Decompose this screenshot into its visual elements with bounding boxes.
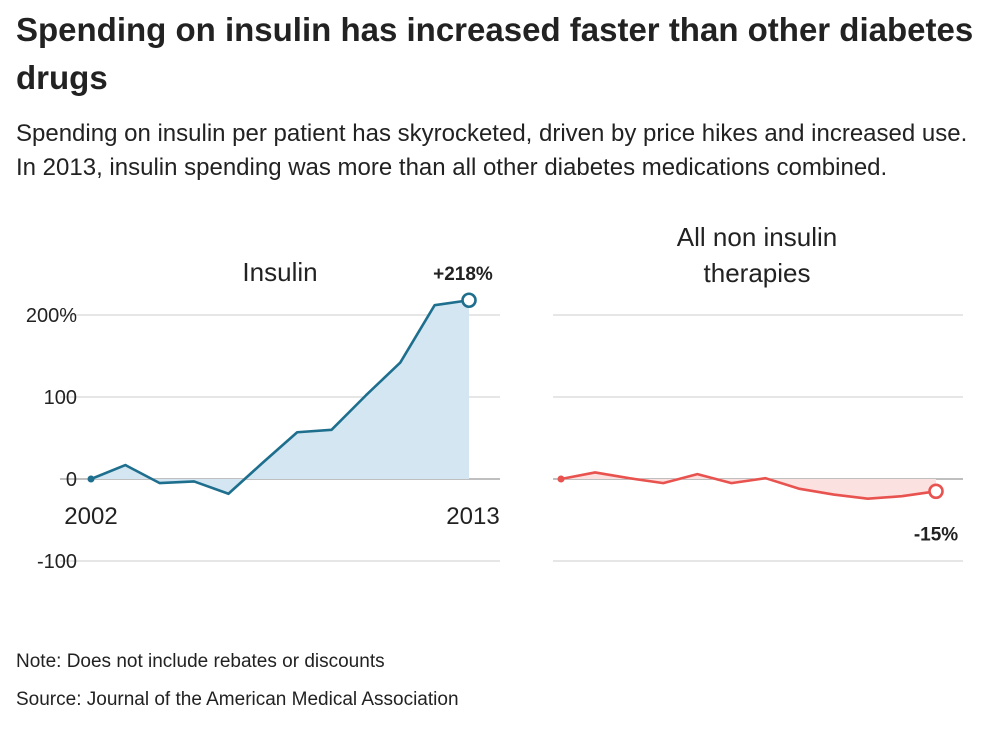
y-tick-label: 0 xyxy=(66,469,77,491)
non-insulin-end-point xyxy=(928,483,944,500)
chart-area: Insulin +218% 200% 100 0 -100 2002 2013 All non… xyxy=(26,222,963,573)
non-insulin-start-point xyxy=(557,475,565,483)
insulin-end-point xyxy=(461,292,477,309)
chart-subtitle: Spending on insulin per patient has skyr… xyxy=(16,120,968,181)
insulin-panel-title: Insulin xyxy=(242,257,317,287)
insulin-start-point xyxy=(87,475,95,483)
non-insulin-panel-title: All non insulin therapies xyxy=(677,222,837,288)
source-credit: Source: Journal of the American Medical … xyxy=(16,689,459,710)
y-tick-label: 200% xyxy=(26,305,77,327)
non-insulin-panel: All non insulin therapies -15% xyxy=(553,222,963,562)
y-tick-label: 100 xyxy=(44,387,77,409)
insulin-end-label: +218% xyxy=(433,264,493,285)
non-insulin-end-label: -15% xyxy=(914,524,958,545)
insulin-area xyxy=(91,300,469,494)
y-tick-label: -100 xyxy=(37,551,77,573)
insulin-series-line xyxy=(89,298,471,496)
x-tick-label-start: 2002 xyxy=(64,503,117,530)
non-insulin-area xyxy=(561,472,936,499)
x-tick-label-end: 2013 xyxy=(446,503,499,530)
non-insulin-series-line xyxy=(559,471,938,500)
chart-title: Spending on insulin has increased faster… xyxy=(16,11,974,96)
footnote: Note: Does not include rebates or discou… xyxy=(16,651,385,672)
insulin-panel: Insulin +218% 200% 100 0 -100 2002 2013 xyxy=(26,257,500,573)
